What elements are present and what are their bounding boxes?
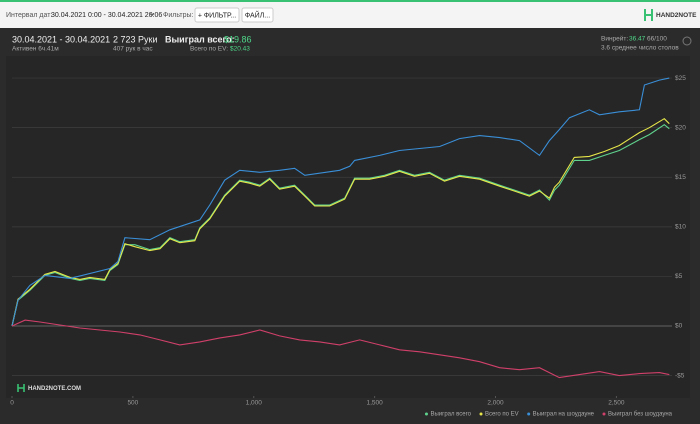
- interval-label: Интервал дат:: [6, 12, 52, 19]
- watermark: HAND2NOTE.COM: [28, 386, 81, 392]
- x-tick-label: 2,500: [608, 400, 625, 407]
- plot: -$5 $0 $5 $10 $15 $20 $25 0 500 1,000 1,500 2,000 2,…: [10, 75, 686, 418]
- x-tick-label: 1,500: [366, 400, 383, 407]
- series-line: [11, 77, 670, 327]
- settings-icon[interactable]: [682, 36, 692, 46]
- series-line: [11, 319, 670, 379]
- file-button[interactable]: [241, 7, 274, 23]
- interval-value[interactable]: 30.04.2021 0:00 - 30.04.2021 20:06: [51, 12, 162, 19]
- logo-icon: [644, 9, 653, 21]
- dropdown-chevron[interactable]: [149, 13, 155, 17]
- legend-swatch: [424, 412, 428, 416]
- winrate-unit: 66/100: [647, 36, 667, 43]
- watermark-icon: [17, 384, 25, 392]
- filters-label: Фильтры:: [163, 12, 194, 19]
- top-accent: [0, 0, 700, 2]
- active-time: Активен 6ч.41м: [12, 46, 59, 53]
- legend-label: Выиграл на шоудауне: [533, 412, 595, 418]
- legend-label: Всего по EV: [485, 412, 519, 418]
- toolbar: [0, 0, 700, 28]
- y-tick-label: $15: [675, 174, 686, 181]
- x-tick-label: 0: [10, 400, 14, 407]
- legend-label: Выиграл без шоудауна: [608, 412, 673, 418]
- series-line: [11, 118, 670, 327]
- filter-button-text[interactable]: + ФИЛЬТР...: [198, 12, 236, 19]
- ev-label: Всего по EV:: [190, 46, 228, 53]
- y-tick-label: -$5: [675, 372, 685, 379]
- x-tick-label: 2,000: [487, 400, 504, 407]
- y-tick-label: $5: [675, 273, 683, 280]
- x-tick-label: 1,000: [246, 400, 263, 407]
- winrate-label: Винрейт:: [601, 35, 628, 43]
- legend-swatch: [527, 412, 531, 416]
- x-tick-label: 500: [127, 400, 138, 407]
- hands: 2 723 Руки: [113, 34, 158, 44]
- date-range: 30.04.2021 - 30.04.2021: [12, 34, 110, 44]
- y-tick-label: $25: [675, 75, 686, 82]
- y-tick-label: $20: [675, 124, 686, 131]
- filter-button[interactable]: [194, 7, 240, 23]
- legend-label: Выиграл всего: [430, 412, 471, 418]
- legend-swatch: [602, 412, 606, 416]
- y-tick-label: $0: [675, 323, 683, 330]
- logo: HAND2NOTE: [656, 12, 697, 19]
- file-button-text[interactable]: ФАЙЛ...: [245, 10, 270, 19]
- won-value: $19.86: [224, 34, 252, 44]
- hands-per-hour: 407 рук в час: [113, 46, 153, 53]
- ev-value: $20.43: [230, 46, 250, 53]
- won-label: Выиграл всего:: [165, 34, 235, 44]
- legend-swatch: [479, 412, 483, 416]
- tables: 3.6 среднее число столов: [601, 45, 679, 52]
- winrate-value: 36.47: [629, 36, 646, 43]
- y-tick-label: $10: [675, 224, 686, 231]
